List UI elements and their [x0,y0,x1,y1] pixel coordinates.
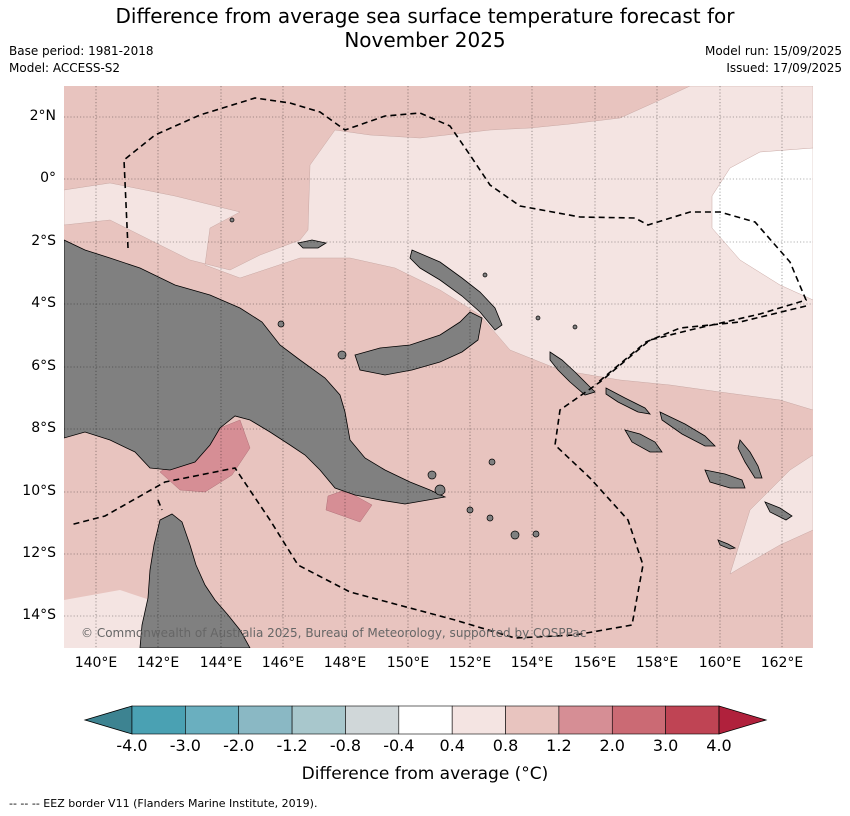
eez-australia [157,499,163,511]
lon-label-162e: 162°E [760,655,804,671]
lon-label-158e: 158°E [635,655,679,671]
lat-label-8s: 8°S [31,420,56,436]
land-santa-isabel [659,411,716,447]
anomaly-zone-0.4-0.8-north [64,86,813,411]
land-choiseul [605,387,651,415]
eez-borders [69,97,808,639]
anomaly-zone-1.2-2.0-coral [325,489,373,523]
colorbar-segment [291,705,346,735]
eez-solomons [595,305,807,385]
land-new-ireland [409,249,503,331]
land-new-guinea [64,239,447,505]
colorbar-tick-label: 2.0 [599,736,625,755]
colorbar-segment [131,705,186,735]
colorbar-segment [505,705,560,735]
lat-label-2s: 2°S [31,233,56,249]
lon-label-148e: 148°E [323,655,367,671]
colorbar-tick-label: -1.2 [276,736,308,755]
colorbar-tick-label: -4.0 [116,736,148,755]
meta-right: Model run: 15/09/2025 Issued: 17/09/2025 [705,43,842,77]
colorbar-tick-label: -2.0 [223,736,255,755]
lon-label-140e: 140°E [74,655,118,671]
colorbar-segment [558,705,613,735]
colorbar-tick-label: 0.8 [492,736,519,755]
colorbar-segment [398,705,453,735]
colorbar-segment [665,705,720,735]
land-makira [764,501,793,521]
colorbar-title: Difference from average (°C) [301,764,549,784]
title-line-2: November 2025 [344,28,506,52]
land-malaita [737,439,763,479]
small-islands [229,217,578,540]
eez-legend-note: -- -- -- EEZ border V11 (Flanders Marine… [9,797,318,810]
lon-label-152e: 152°E [448,655,492,671]
land-new-georgia [624,429,663,453]
colorbar [83,705,768,735]
colorbar-tick-label: -0.4 [383,736,415,755]
map-title: Difference from average sea surface temp… [0,4,850,52]
lat-label-6s: 6°S [31,358,56,374]
colorbar-tick-label: -3.0 [169,736,201,755]
colorbar-segment [451,705,506,735]
colorbar-arrow-low [83,705,133,735]
lat-label-12s: 12°S [22,545,56,561]
colorbar-tick-label: 3.0 [652,736,679,755]
colorbar-arrow-high [718,705,768,735]
colorbar-tick-label: -0.8 [329,736,362,755]
lon-label-146e: 146°E [261,655,305,671]
lon-label-156e: 156°E [573,655,617,671]
lat-label-4s: 4°S [31,295,56,311]
model-name: Model: ACCESS-S2 [9,61,121,75]
colorbar-tick-label: 0.4 [439,736,465,755]
eez-png [69,97,808,639]
land-new-britain [354,311,483,376]
lon-label-144e: 144°E [199,655,243,671]
copyright-credit: © Commonwealth of Australia 2025, Bureau… [81,626,587,640]
anomaly-zone-0.4-0.8-southeast [729,454,813,575]
land-guadalcanal [704,469,746,489]
meta-left: Base period: 1981-2018 Model: ACCESS-S2 [9,43,154,77]
colorbar-tick-label: 4.0 [706,736,732,755]
issued-date: Issued: 17/09/2025 [726,61,842,75]
colorbar-segment [185,705,240,735]
lon-label-150e: 150°E [386,655,430,671]
colorbar-tick-label: 1.2 [546,736,572,755]
lat-label-10s: 10°S [22,483,56,499]
land-rennell [717,539,737,550]
land-cape-york [139,513,251,648]
lon-label-160e: 160°E [698,655,742,671]
title-line-1: Difference from average sea surface temp… [115,4,735,28]
anomaly-zone-neutral-east [711,147,813,301]
lat-label-2n: 2°N [29,108,56,124]
lat-label-14s: 14°S [22,607,56,623]
colorbar-segment [238,705,293,735]
model-run: Model run: 15/09/2025 [704,44,842,58]
colorbar-segment [611,705,666,735]
colorbar-segment [345,705,400,735]
anomaly-zone-0.4-0.8-southwest [64,590,150,648]
graticule [64,86,813,648]
lon-label-142e: 142°E [136,655,180,671]
base-period: Base period: 1981-2018 [9,44,154,58]
lat-label-0: 0° [40,170,56,186]
lon-label-154e: 154°E [510,655,554,671]
land-bougainville [549,351,596,396]
